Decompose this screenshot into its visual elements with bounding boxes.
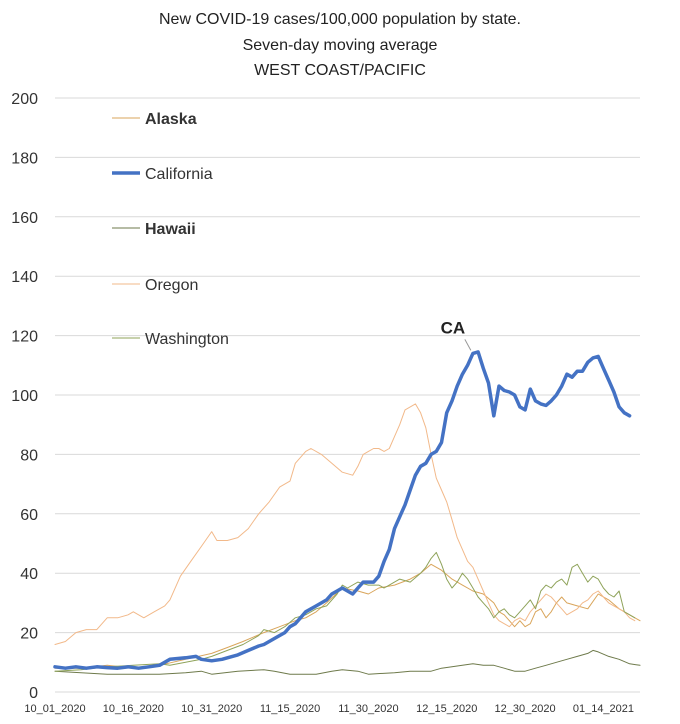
legend-label-oregon: Oregon (145, 277, 198, 294)
y-tick-label: 20 (20, 626, 38, 643)
annotation-leader (464, 339, 472, 351)
chart-title-line: WEST COAST/PACIFIC (254, 62, 426, 79)
y-tick-label: 200 (11, 91, 38, 108)
y-tick-label: 60 (20, 507, 38, 524)
y-tick-label: 120 (11, 329, 38, 346)
x-tick-label: 10_16_2020 (103, 703, 164, 715)
annotation-label: CA (441, 318, 466, 337)
y-tick-label: 80 (20, 447, 38, 464)
chart-title-line: Seven-day moving average (243, 37, 438, 54)
x-tick-label: 10_31_2020 (181, 703, 242, 715)
series-line-oregon (54, 403, 636, 645)
y-tick-label: 100 (11, 388, 38, 405)
y-tick-label: 180 (11, 150, 38, 167)
x-tick-label: 12_15_2020 (416, 703, 477, 715)
legend-label-washington: Washington (145, 331, 229, 348)
legend-label-hawaii: Hawaii (145, 221, 196, 238)
x-tick-label: 10_01_2020 (24, 703, 85, 715)
series-line-california (53, 350, 632, 670)
x-tick-label: 11_30_2020 (338, 703, 398, 715)
x-tick-label: 01_14_2021 (573, 703, 634, 715)
legend-label-california: California (145, 166, 213, 183)
y-tick-label: 0 (29, 685, 38, 702)
series-line-washington (54, 551, 636, 672)
series-line-hawaii (54, 649, 641, 675)
legend-label-alaska: Alaska (145, 111, 197, 128)
chart-title-line: New COVID-19 cases/100,000 population by… (159, 11, 521, 28)
series-line-alaska (54, 563, 641, 669)
y-tick-label: 140 (11, 269, 38, 286)
x-tick-label: 12_30_2020 (494, 703, 555, 715)
y-tick-label: 40 (20, 566, 38, 583)
y-tick-label: 160 (11, 210, 38, 227)
x-tick-label: 11_15_2020 (260, 703, 320, 715)
